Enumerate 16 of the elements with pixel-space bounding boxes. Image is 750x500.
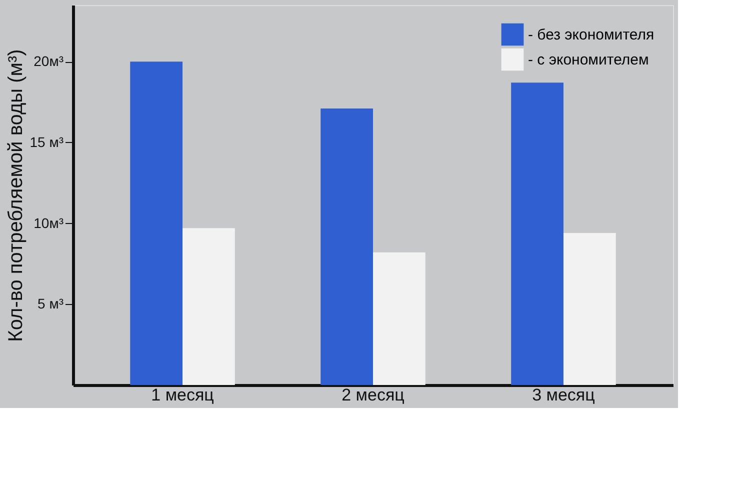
legend-label: - без экономителя <box>528 26 654 44</box>
y-tick-label: 10м³ <box>34 214 64 231</box>
bar <box>563 233 616 385</box>
x-tick-label: 3 месяц <box>532 386 596 404</box>
bar <box>320 108 373 385</box>
x-tick-label: 2 месяц <box>342 386 405 404</box>
y-tick-label: 15 м³ <box>30 134 64 150</box>
bar <box>373 252 426 385</box>
bar <box>511 82 564 385</box>
y-tick-label: 5 м³ <box>38 296 64 312</box>
y-axis-title: Кол-во потребляемой воды (м³) <box>4 49 27 342</box>
x-tick-label: 1 месяц <box>151 386 214 404</box>
bar <box>182 228 235 385</box>
y-tick-label: 20м³ <box>34 53 64 70</box>
legend-label: - с экономителем <box>528 52 649 68</box>
bar <box>130 62 183 385</box>
